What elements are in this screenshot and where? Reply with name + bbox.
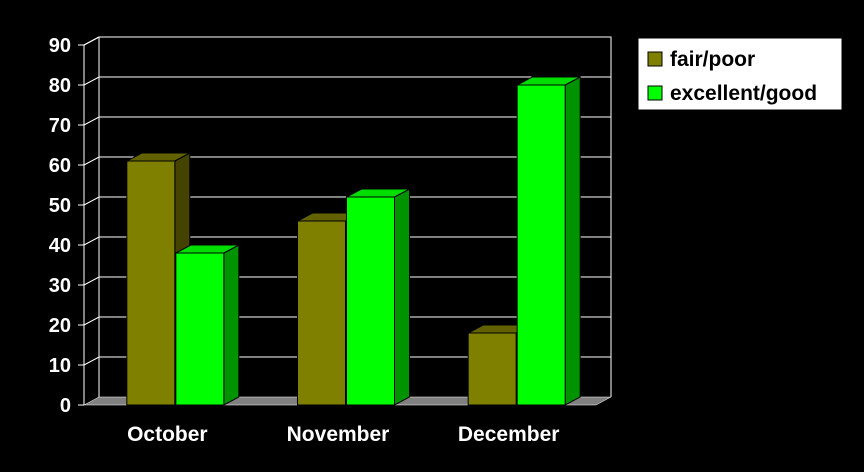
bar-front xyxy=(346,196,395,406)
bar-side xyxy=(394,188,410,406)
bars xyxy=(126,76,581,406)
bar-front xyxy=(175,252,225,406)
y-tick-label: 70 xyxy=(49,115,71,137)
gridline xyxy=(83,196,611,206)
legend-label: excellent/good xyxy=(670,82,817,105)
chart-walls xyxy=(83,36,612,397)
x-category-label: November xyxy=(287,423,390,446)
y-axis-ticks: 0 10 20 30 40 50 60 70 80 90 xyxy=(49,35,85,417)
legend: fair/poor excellent/good xyxy=(637,37,843,111)
legend-label: fair/poor xyxy=(670,48,755,71)
y-tick-label: 30 xyxy=(49,275,71,297)
legend-box xyxy=(637,37,843,111)
y-tick-label: 10 xyxy=(49,355,71,377)
gridline xyxy=(83,276,611,286)
y-tick-label: 60 xyxy=(49,155,71,177)
legend-swatch xyxy=(647,51,663,67)
legend-entry-1: excellent/good xyxy=(647,82,817,105)
y-tick-label: 20 xyxy=(49,315,71,337)
y-tick-label: 50 xyxy=(49,195,71,217)
bar-front xyxy=(516,84,566,406)
bar-december-1 xyxy=(516,76,581,406)
gridline xyxy=(83,356,611,366)
y-tick-label: 80 xyxy=(49,75,71,97)
gridline xyxy=(83,116,611,126)
gridline xyxy=(83,316,611,326)
x-axis-labels: October November December xyxy=(127,423,559,446)
bar-november-1 xyxy=(346,188,410,406)
legend-swatch xyxy=(647,85,663,101)
x-category-label: October xyxy=(127,423,208,446)
bar-october-1 xyxy=(175,244,240,406)
bar-side xyxy=(223,244,240,406)
bar-front xyxy=(126,160,176,406)
y-tick-label: 40 xyxy=(49,235,71,257)
bar-front xyxy=(467,332,517,406)
legend-entry-0: fair/poor xyxy=(647,48,755,71)
gridline xyxy=(83,76,611,86)
y-tick-label: 90 xyxy=(49,35,71,57)
x-category-label: December xyxy=(458,423,560,446)
gridline xyxy=(83,236,611,246)
bar-side xyxy=(564,76,581,406)
bar-front xyxy=(297,220,346,406)
y-tick-label: 0 xyxy=(60,395,71,417)
gridline xyxy=(83,156,611,166)
gridline xyxy=(83,36,611,46)
